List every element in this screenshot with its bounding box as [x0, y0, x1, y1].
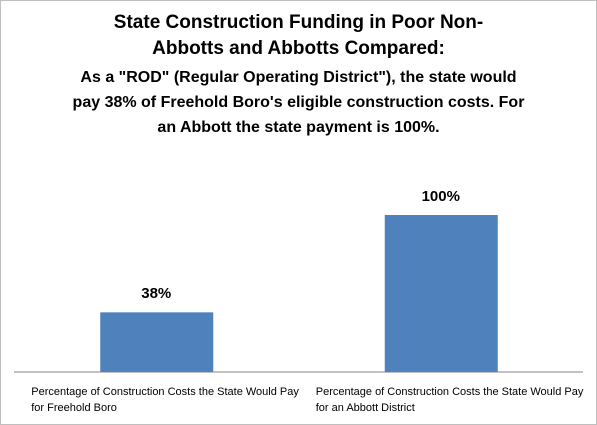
chart-title: State Construction Funding in Poor Non-A… [113, 12, 484, 59]
x-tick-label: Percentage of Construction Costs the Sta… [31, 386, 299, 414]
bar [384, 215, 498, 372]
value-label: 38% [141, 285, 172, 303]
chart-subtitle: As a "ROD" (Regular Operating District")… [72, 69, 525, 136]
x-tick-label: Percentage of Construction Costs the Sta… [315, 386, 584, 414]
bar [100, 312, 214, 372]
value-label: 100% [421, 188, 460, 205]
